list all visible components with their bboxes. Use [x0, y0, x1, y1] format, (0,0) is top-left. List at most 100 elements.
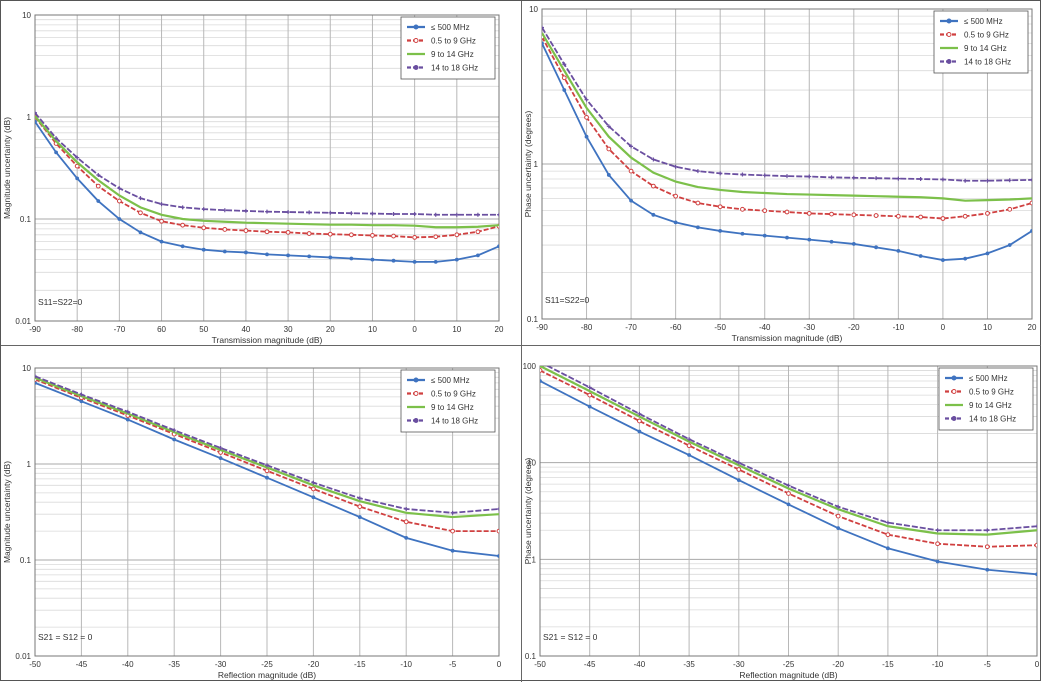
y-tick-label: 0.1 [525, 652, 537, 661]
data-point [807, 174, 812, 179]
legend-item: 14 to 18 GHz [945, 415, 1016, 424]
x-tick-label: -30 [803, 323, 815, 332]
data-point [885, 532, 891, 538]
y-tick-label: 0.1 [20, 556, 32, 565]
x-tick-label: -45 [584, 660, 596, 669]
legend: ≤ 500 MHz 0.5 to 9 GHz 9 to 14 GHz 14 to 18… [938, 367, 1034, 431]
data-point [718, 171, 723, 176]
data-point [786, 483, 791, 488]
y-tick-label: 0.01 [15, 652, 31, 661]
data-point [286, 210, 291, 215]
data-point [1029, 200, 1032, 206]
data-point [349, 256, 354, 261]
data-point [829, 211, 834, 217]
data-point [125, 417, 130, 422]
series-9-to-14-ghz [35, 115, 499, 229]
data-point [201, 207, 206, 212]
plot-frame [34, 14, 500, 322]
legend-item: 14 to 18 GHz [940, 58, 1011, 67]
data-point [138, 196, 143, 201]
x-tick-label: -90 [29, 325, 41, 334]
data-point [896, 176, 901, 181]
data-point [222, 249, 227, 254]
x-tick-label: 20 [326, 325, 335, 334]
x-tick-label: -30 [733, 660, 745, 669]
data-point [806, 211, 812, 216]
data-point [851, 242, 856, 246]
legend-marker [951, 389, 957, 394]
data-point [940, 216, 946, 221]
data-point [629, 198, 633, 203]
data-point [138, 230, 143, 235]
data-point [650, 183, 656, 189]
data-point [962, 213, 968, 219]
data-point [1007, 243, 1012, 247]
chart-magnitude-vs-reflection: -50 -45 -40 -35 -30 -25 -20 -15 -10 -5 00.010.1110… [2, 364, 502, 680]
data-point [265, 209, 269, 214]
y-tick-labels: 0.01 0.1 1 10 [15, 364, 31, 661]
data-point [985, 211, 990, 216]
x-tick-label: -5 [449, 660, 457, 669]
annotation-s-params: S21 = S12 = 0 [38, 632, 93, 642]
data-point [785, 235, 789, 240]
x-tick-label: -60 [670, 323, 682, 332]
legend-marker [413, 418, 419, 423]
plot-frame [34, 367, 500, 657]
data-point [584, 97, 589, 102]
data-point [1030, 177, 1032, 182]
chart-phase-vs-transmission: -90 -80 -70 -60 -50 -40 -30 -20 -10 0 10 20 0.1 1 10 Tr… [523, 5, 1037, 343]
data-point [941, 258, 945, 262]
legend-marker [946, 59, 952, 64]
x-tick-label: 50 [199, 325, 208, 334]
x-tick-label: -15 [882, 660, 894, 669]
data-point [538, 360, 542, 364]
legend-marker [951, 375, 957, 381]
data-point [718, 229, 723, 233]
data-point [935, 559, 940, 564]
data-point [264, 468, 270, 474]
legend: ≤ 500 MHz 0.5 to 9 GHz 9 to 14 GHz 14 to 18… [933, 10, 1029, 74]
data-point [201, 225, 207, 231]
legend: ≤ 500 MHz 0.5 to 9 GHz 9 to 14 GHz 14 to 18… [400, 369, 496, 433]
x-tick-label: -80 [581, 323, 593, 332]
data-point [454, 212, 459, 217]
data-point [327, 231, 333, 237]
data-point [96, 173, 101, 178]
x-tick-label: -25 [261, 660, 273, 669]
chart-magnitude-vs-transmission: -90 -80 -70 60 50 40 30 20 10 0 10 20 0.01 0.1 1 10 Tran… [2, 11, 504, 345]
x-tick-label: 0 [941, 323, 946, 332]
data-point [311, 480, 316, 485]
data-point [587, 385, 592, 390]
data-point [542, 41, 544, 46]
data-point [740, 206, 745, 212]
x-tick-label: -30 [215, 660, 227, 669]
x-tick-label: -70 [114, 325, 126, 334]
x-tick-labels: -90 -80 -70 -60 -50 -40 -30 -20 -10 0 10 20 [536, 323, 1037, 332]
x-tick-label: 60 [157, 325, 166, 334]
legend: ≤ 500 MHz 0.5 to 9 GHz 9 to 14 GHz 14 to 18… [400, 16, 496, 80]
data-point [243, 208, 248, 213]
data-point [874, 245, 878, 250]
data-point [180, 222, 186, 228]
data-point [370, 211, 375, 216]
legend-item: ≤ 500 MHz [940, 17, 1003, 26]
series-group [542, 25, 1032, 262]
x-tick-labels: -50 -45 -40 -35 -30 -25 -20 -15 -10 -5 0 [29, 660, 502, 669]
data-point [851, 175, 856, 180]
legend-label: 0.5 to 9 GHz [431, 390, 476, 399]
series-line-500-mhz [542, 42, 1032, 261]
x-tick-labels: -50 -45 -40 -35 -30 -25 -20 -15 -10 -5 0 [534, 660, 1040, 669]
data-point [740, 231, 745, 236]
data-point [687, 437, 692, 442]
y-tick-label: 0.01 [15, 317, 31, 326]
data-point [985, 528, 990, 533]
legend-item: 9 to 14 GHz [407, 403, 474, 412]
data-point [496, 528, 499, 534]
data-point [35, 374, 37, 379]
annotation-s-params: S11=S22=0 [545, 295, 590, 305]
data-point [348, 232, 354, 238]
data-point [35, 110, 37, 115]
legend-item: ≤ 500 MHz [407, 376, 470, 385]
legend-item: 9 to 14 GHz [407, 50, 474, 59]
